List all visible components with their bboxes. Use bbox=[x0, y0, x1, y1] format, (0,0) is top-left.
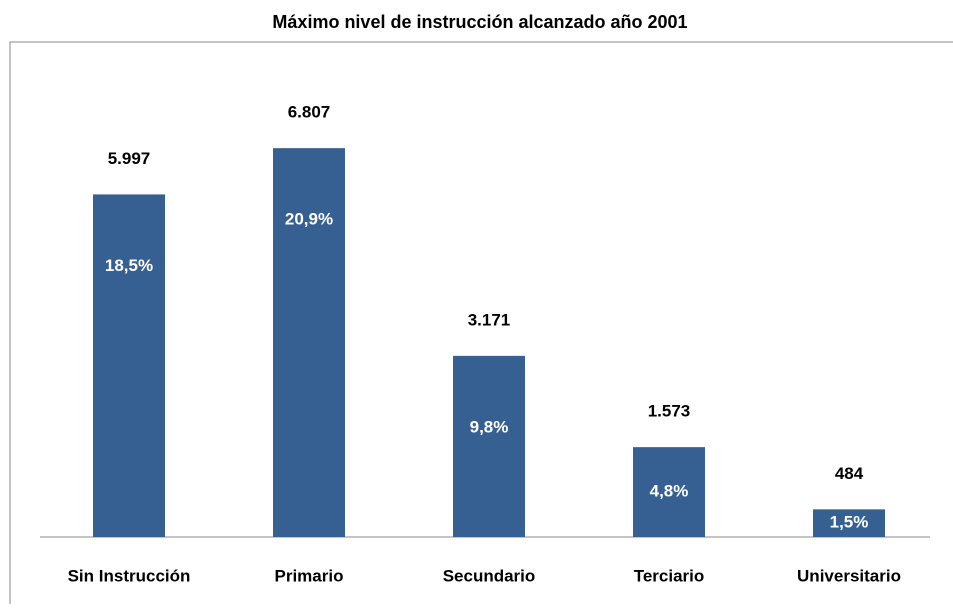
percent-label: 9,8% bbox=[470, 417, 509, 436]
value-label: 484 bbox=[835, 464, 864, 483]
percent-label: 1,5% bbox=[830, 513, 869, 532]
value-label: 6.807 bbox=[288, 103, 331, 122]
bar bbox=[453, 355, 525, 537]
bar bbox=[273, 148, 345, 537]
x-tick-label: Universitario bbox=[797, 566, 901, 585]
bar bbox=[633, 447, 705, 537]
x-tick-label: Sin Instrucción bbox=[68, 566, 191, 585]
x-tick-label: Primario bbox=[275, 566, 344, 585]
value-label: 5.997 bbox=[108, 149, 151, 168]
bar bbox=[93, 194, 165, 537]
value-label: 1.573 bbox=[648, 402, 691, 421]
x-tick-label: Secundario bbox=[443, 566, 536, 585]
percent-label: 20,9% bbox=[285, 210, 333, 229]
bar bbox=[813, 509, 885, 537]
chart-frame bbox=[9, 41, 953, 604]
percent-label: 4,8% bbox=[650, 482, 689, 501]
chart-title: Máximo nivel de instrucción alcanzado añ… bbox=[272, 12, 687, 32]
value-label: 3.171 bbox=[468, 310, 511, 329]
x-tick-label: Terciario bbox=[634, 566, 705, 585]
percent-label: 18,5% bbox=[105, 256, 153, 275]
